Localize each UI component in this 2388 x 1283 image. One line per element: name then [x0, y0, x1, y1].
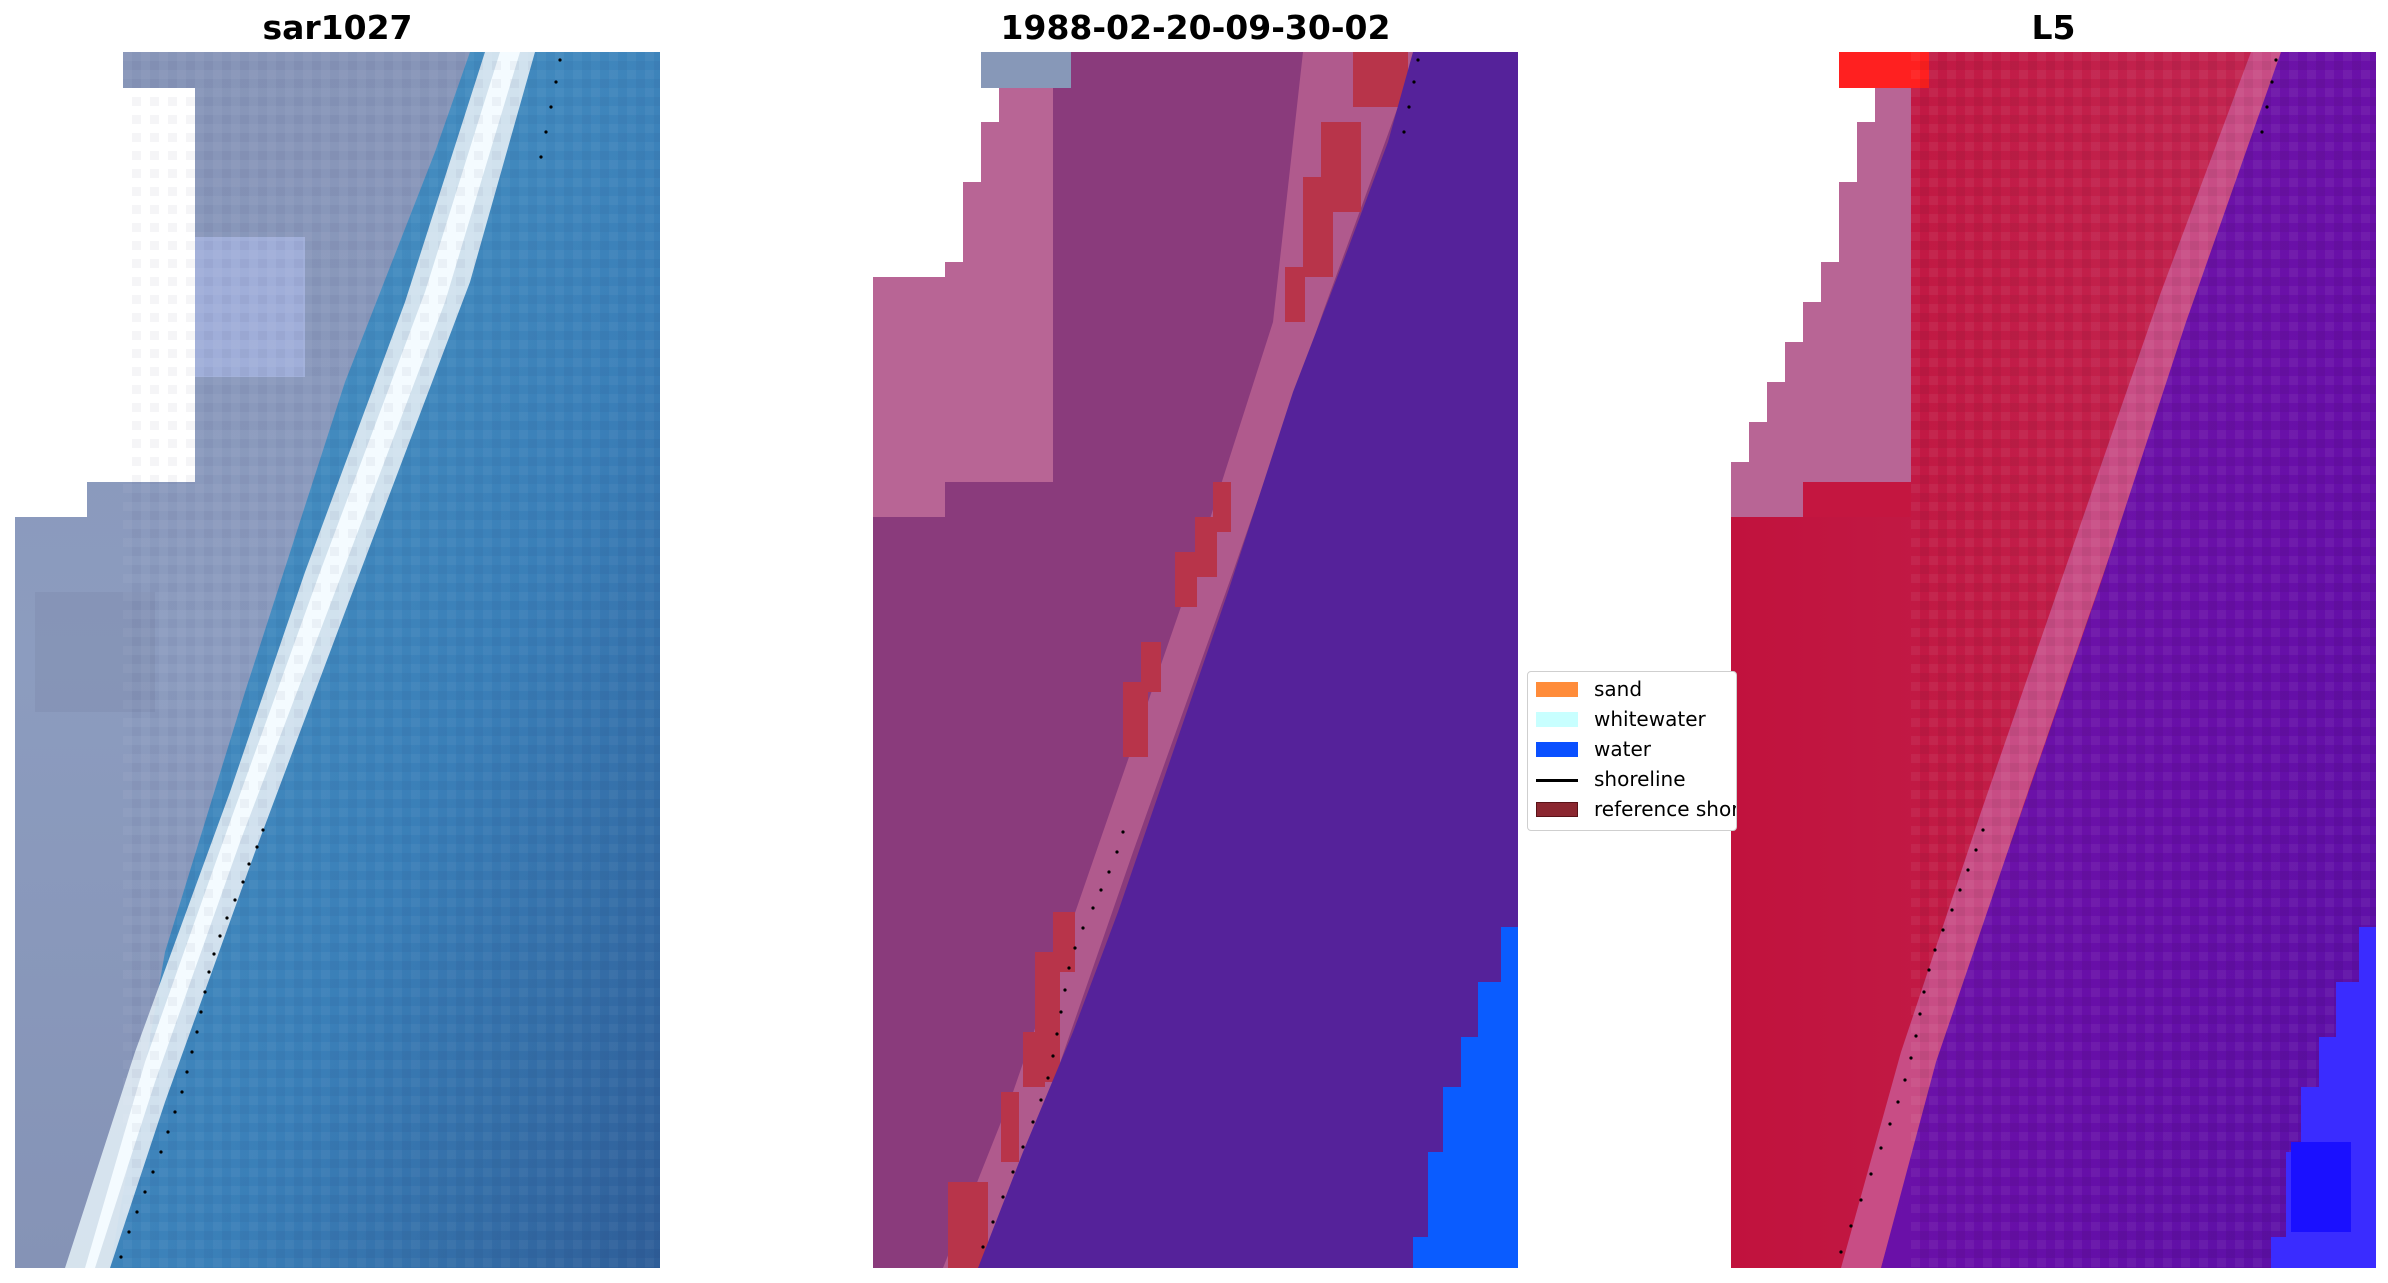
reference-shoreline-swatch: [1536, 802, 1578, 817]
shoreline-line-swatch: [1536, 779, 1578, 782]
index-light-land: [1731, 88, 1911, 517]
legend-item-reference-shoreline: reference shoreline: [1528, 796, 1737, 822]
class-water-blue: [1413, 927, 1518, 1268]
legend-item-whitewater: whitewater: [1528, 706, 1736, 732]
legend-label-water: water: [1594, 737, 1651, 761]
water-swatch: [1536, 742, 1578, 757]
index-image: [1731, 52, 2376, 1268]
class-reference-shoreline: [948, 52, 1408, 1268]
sand-swatch: [1536, 682, 1578, 697]
class-water: [978, 52, 1518, 1268]
index-panel-title: L5: [2031, 8, 2076, 47]
rgb-image: [15, 52, 660, 1268]
legend-label-shoreline: shoreline: [1594, 767, 1686, 791]
class-shoreline: [981, 58, 1420, 1249]
whitewater-swatch: [1536, 712, 1578, 727]
classified-panel-title: 1988-02-20-09-30-02: [1000, 8, 1391, 47]
legend-label-sand: sand: [1594, 677, 1643, 701]
rgb-shoreline: [119, 58, 562, 1259]
legend-label-reference-shoreline: reference shoreline: [1594, 797, 1737, 821]
classified-image: [873, 52, 1518, 1268]
rgb-panel-title: sar1027: [262, 8, 413, 47]
legend: sand whitewater water shoreline referenc…: [1527, 671, 1737, 831]
classified-panel: 1988-02-20-09-30-02: [873, 0, 1518, 1283]
index-shoreline: [1839, 58, 2278, 1254]
legend-item-sand: sand: [1528, 676, 1736, 702]
legend-label-whitewater: whitewater: [1594, 707, 1706, 731]
legend-item-water: water: [1528, 736, 1736, 762]
rgb-panel: sar1027: [15, 0, 660, 1283]
legend-item-shoreline: shoreline: [1528, 766, 1736, 792]
index-panel: L5: [1731, 0, 2376, 1283]
